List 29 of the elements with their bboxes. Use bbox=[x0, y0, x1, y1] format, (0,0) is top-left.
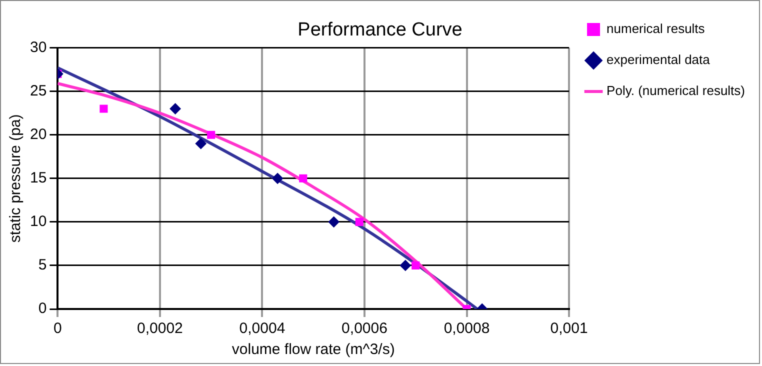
y-tick-label: 0 bbox=[38, 300, 47, 318]
y-axis-title: static pressure (pa) bbox=[7, 114, 24, 243]
x-tick-label: 0,0008 bbox=[444, 320, 490, 338]
legend-label: experimental data bbox=[606, 52, 711, 68]
y-tick-label: 15 bbox=[30, 170, 47, 187]
point bbox=[195, 138, 206, 150]
point bbox=[412, 261, 420, 270]
point bbox=[207, 130, 216, 139]
point bbox=[400, 260, 411, 271]
y-tick-label: 30 bbox=[30, 38, 47, 56]
y-tick-label: 20 bbox=[30, 126, 47, 144]
x-tick-label: 0,001 bbox=[550, 320, 588, 338]
x-tick-label: 0,0006 bbox=[342, 320, 388, 338]
y-tick-label: 5 bbox=[38, 256, 47, 274]
point bbox=[355, 218, 364, 226]
y-tick-label: 25 bbox=[30, 82, 47, 100]
point bbox=[328, 216, 340, 228]
point bbox=[272, 172, 284, 184]
x-tick-label: 0,0004 bbox=[239, 320, 286, 338]
point bbox=[299, 174, 308, 182]
x-tick-label: 0 bbox=[54, 320, 62, 338]
x-tick-label: 0,0002 bbox=[137, 320, 183, 338]
chart-title: Performance Curve bbox=[298, 20, 462, 41]
x-axis-title: volume flow rate (m^3/s) bbox=[232, 341, 395, 358]
legend-label: numerical results bbox=[606, 21, 706, 36]
point bbox=[170, 103, 181, 114]
point bbox=[100, 104, 108, 113]
legend-label: Poly. (numerical results) bbox=[606, 83, 746, 98]
y-tick-label: 10 bbox=[30, 213, 47, 230]
